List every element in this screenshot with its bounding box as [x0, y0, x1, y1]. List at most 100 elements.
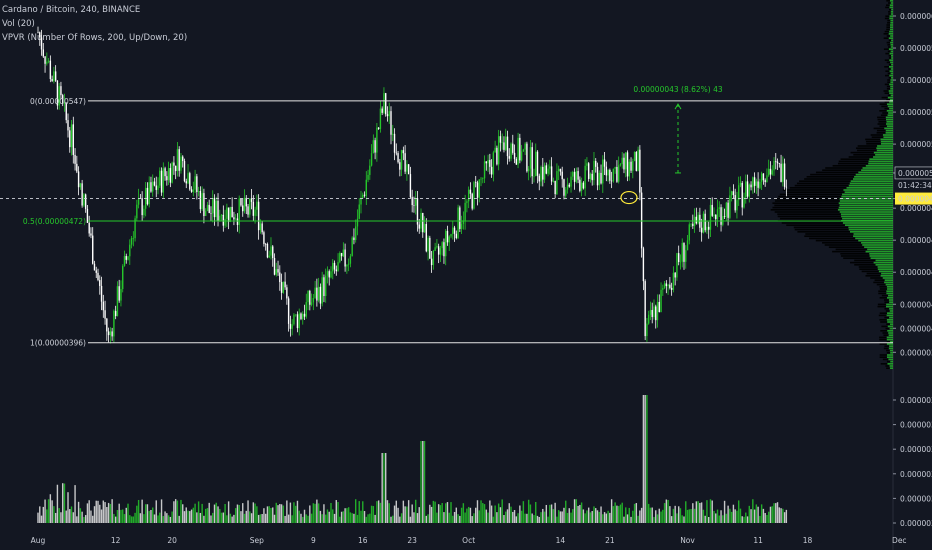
volume-bar [227, 501, 230, 523]
candle-body [81, 183, 83, 206]
volume-bar [434, 501, 436, 523]
candle-body [685, 250, 687, 262]
vpvr-row-down [822, 169, 862, 171]
candle-body [656, 301, 659, 321]
volume-bar [136, 505, 138, 523]
volume-bar [342, 511, 345, 523]
volume-bar [189, 511, 191, 523]
y-tick-label: 0.00000405 [900, 324, 932, 333]
vpvr-row-up [889, 308, 893, 310]
candle-body [572, 172, 574, 177]
vpvr-row-up [869, 158, 893, 160]
candle-body [679, 261, 682, 263]
candle-body [616, 167, 618, 182]
candle-body [263, 232, 265, 244]
candle-body [406, 164, 408, 172]
candle-body [487, 160, 489, 164]
candle-body [185, 181, 187, 184]
volume-bar [310, 513, 313, 523]
candle-body [437, 246, 440, 255]
volume-bar [651, 507, 653, 523]
candle-body [776, 161, 779, 164]
price-axis: 0.00000600 0.00000580 0.00000560 0.00000540… [893, 12, 932, 528]
vpvr-row-down [879, 286, 887, 288]
vpvr-row-down [880, 330, 888, 332]
volume-bar [616, 505, 618, 523]
candle-body [543, 165, 546, 180]
candle-body [49, 60, 52, 79]
volume-bar [143, 514, 145, 523]
volume-bar [291, 515, 293, 523]
volume-bar [587, 507, 590, 523]
vpvr-row-down [806, 176, 855, 178]
volume-bar [573, 499, 576, 523]
candle-body [492, 152, 495, 175]
vpvr-row-down [810, 173, 856, 176]
candle-body [376, 127, 378, 153]
candle-body [453, 227, 456, 234]
candle-body [782, 163, 784, 182]
volume-bar [429, 504, 431, 523]
candle-body [579, 179, 581, 191]
volume-bar [725, 513, 728, 523]
volume-bar [596, 510, 599, 523]
vpvr-row-up [888, 332, 893, 334]
candle-body [46, 61, 48, 64]
candle-body [669, 284, 671, 288]
vpvr-row-up [888, 347, 893, 350]
vpvr-row-up [849, 182, 893, 185]
vpvr-row-down [835, 248, 868, 251]
volume-bar [540, 512, 542, 523]
volume-bar [174, 499, 177, 523]
candle-body [344, 249, 346, 267]
candle-body [303, 313, 306, 317]
vpvr-row-down [887, 94, 891, 97]
candle-body [741, 182, 743, 208]
candle-body [93, 263, 96, 271]
volume-bar [65, 510, 67, 523]
candle-body [393, 133, 396, 153]
volume-bar [351, 513, 353, 523]
vpvr-row-up [885, 283, 893, 286]
vpvr-row-down [883, 299, 889, 301]
vpvr-row-down [876, 283, 886, 286]
vpvr-row-up [842, 193, 893, 196]
candle-body [47, 60, 50, 62]
vpvr-row-up [885, 129, 893, 132]
vpvr-row-down [786, 224, 845, 226]
volume-indicator-label[interactable]: Vol (20) [2, 19, 35, 29]
x-tick-label: Aug [31, 536, 46, 545]
vpvr-row-down [861, 270, 879, 273]
volume-bar [264, 513, 267, 523]
candle-body [759, 181, 761, 188]
chart-title: Cardano / Bitcoin, 240, BINANCE [2, 5, 141, 15]
candle-body [584, 165, 586, 189]
volume-bar [150, 509, 152, 523]
volume-bar [623, 516, 625, 523]
vpvr-row-up [888, 48, 893, 50]
candle-body [512, 143, 514, 153]
candle-body [182, 156, 184, 161]
vpvr-indicator-label[interactable]: VPVR (Number Of Rows, 200, Up/Down, 20) [2, 33, 188, 43]
candle-body [159, 170, 161, 186]
volume-bar [635, 503, 638, 523]
volume-bar [593, 506, 595, 523]
vpvr-row-down [837, 162, 869, 165]
volume-tick-label: 0.00000345 [900, 445, 932, 454]
vpvr-row-down [879, 103, 887, 105]
candle-body [56, 80, 59, 106]
volume-bar [700, 502, 703, 523]
volume-bar [97, 500, 99, 523]
candle-body [141, 198, 143, 216]
candle-body [559, 168, 562, 172]
volume-bar [358, 501, 360, 523]
volume-bar [222, 512, 225, 523]
candle-body [83, 194, 85, 206]
vpvr-row-down [879, 125, 887, 127]
candle-body [42, 49, 44, 57]
candle-body [520, 151, 523, 161]
candle-body [240, 198, 242, 206]
candle-body [762, 173, 765, 181]
volume-bar [425, 515, 427, 523]
